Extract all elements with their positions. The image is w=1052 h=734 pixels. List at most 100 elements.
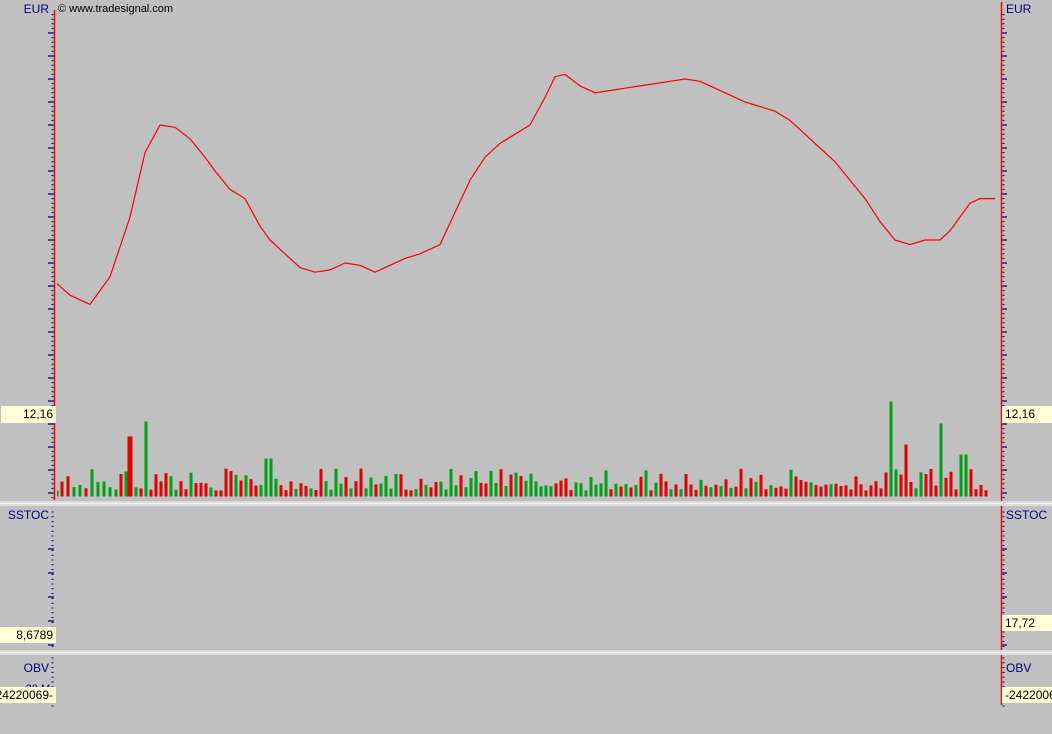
obv-value-box-right: -24220069 (1002, 687, 1052, 703)
volume-bar (684, 474, 688, 497)
volume-bar (349, 488, 353, 497)
volume-bar (379, 483, 383, 497)
volume-bar (749, 478, 753, 497)
volume-bar (794, 476, 798, 497)
volume-bar (964, 454, 968, 497)
volume-bar (629, 487, 633, 497)
left-axis-title: EUR (23, 2, 49, 16)
volume-bar (239, 480, 243, 497)
volume-bar (214, 490, 218, 497)
volume-bar (399, 474, 403, 497)
volume-bar (509, 474, 513, 497)
volume-bar (404, 489, 408, 497)
obv-title-right: OBV (1006, 661, 1032, 675)
volume-bar (614, 483, 618, 497)
volume-bar (659, 473, 663, 497)
volume-bar (194, 482, 198, 497)
volume-bar (514, 472, 518, 497)
volume-bar (559, 480, 563, 497)
axis-major-ticks (48, 32, 1007, 692)
volume-bar (674, 484, 678, 497)
volume-bar (499, 469, 503, 497)
volume-bar (874, 481, 878, 497)
volume-bar (814, 485, 818, 497)
volume-bar (339, 483, 343, 497)
volume-bar (244, 475, 248, 497)
volume-bar (324, 481, 328, 497)
volume-bar (154, 474, 158, 497)
volume-bar (739, 468, 743, 497)
volume-bar (494, 482, 498, 497)
volume-bar (709, 487, 713, 497)
volume-bar (609, 489, 613, 497)
volume-bar (139, 488, 143, 497)
volume-bar (66, 476, 70, 497)
volume-bar (90, 469, 94, 497)
volume-bar (444, 489, 448, 497)
obv-title-left: OBV (23, 661, 49, 675)
volume-bar (779, 486, 783, 497)
volume-bar (184, 489, 188, 497)
volume-bar (164, 473, 168, 497)
volume-bar (529, 473, 533, 497)
volume-bar (284, 490, 288, 497)
volume-bar (774, 487, 778, 497)
volume-bar (889, 401, 893, 497)
volume-bar (839, 485, 843, 497)
volume-bar (134, 487, 138, 497)
panel-separator-line-2 (0, 652, 1052, 653)
volume-bar (929, 468, 933, 497)
volume-bar (569, 490, 573, 497)
volume-bar (819, 486, 823, 497)
volume-bar (664, 481, 668, 497)
volume-bar (204, 483, 208, 497)
volume-bar (429, 487, 433, 497)
volume-bar (759, 474, 763, 497)
volume-bar (869, 485, 873, 497)
sstoc-title-left: SSTOC (7, 508, 49, 522)
volume-bar (954, 489, 958, 497)
volume-bar (579, 483, 583, 497)
volume-bar (344, 477, 348, 497)
volume-bar (329, 489, 333, 497)
volume-bar (264, 458, 268, 497)
volume-bar (534, 481, 538, 497)
volume-bar (319, 468, 323, 497)
volume-bar (909, 481, 913, 497)
volume-bar (714, 484, 718, 497)
volume-bar (484, 483, 488, 497)
sstoc-title-right: SSTOC (1006, 508, 1048, 522)
volume-bar (144, 421, 148, 497)
volume-bar (159, 481, 163, 497)
volume-bar (384, 475, 388, 497)
volume-bar (744, 488, 748, 497)
volume-bar (589, 477, 593, 497)
volume-bar (824, 484, 828, 497)
volume-bar (234, 474, 238, 497)
volume-bar (364, 488, 368, 497)
volume-bar (464, 487, 468, 497)
volume-bar (639, 476, 643, 497)
volume-bar (679, 489, 683, 497)
volume-bar (72, 487, 76, 497)
volume-bar (78, 484, 82, 497)
volume-bar (369, 477, 373, 497)
volume-bar (864, 490, 868, 497)
volume-bar (179, 481, 183, 497)
volume-bar (374, 484, 378, 497)
volume-bar (554, 483, 558, 497)
volume-bar (96, 481, 100, 497)
volume-bar (934, 485, 938, 497)
volume-bar (389, 488, 393, 497)
volume-bar (249, 479, 253, 497)
volume-bar (604, 470, 608, 497)
volume-bar (259, 484, 263, 497)
volume-bar (209, 487, 213, 497)
volume-bar (60, 481, 64, 497)
bollinger-upper-band (56, 73, 995, 305)
volume-bar (289, 481, 293, 497)
volume-bar (424, 484, 428, 497)
volume-bar (764, 489, 768, 497)
volume-bar (834, 483, 838, 497)
